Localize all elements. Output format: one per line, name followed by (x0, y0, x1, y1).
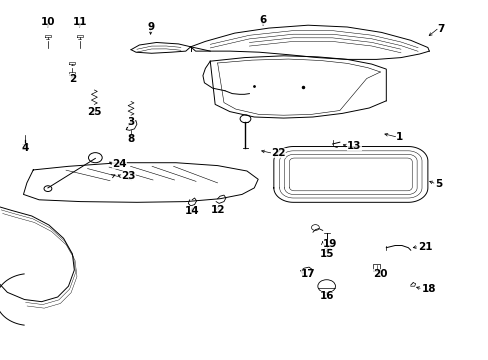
Text: 12: 12 (210, 204, 224, 215)
Text: 5: 5 (434, 179, 442, 189)
Text: 8: 8 (127, 134, 134, 144)
Text: 23: 23 (121, 171, 136, 181)
Text: 22: 22 (271, 148, 285, 158)
Text: 1: 1 (395, 132, 403, 142)
Text: 4: 4 (21, 143, 29, 153)
Text: 7: 7 (437, 24, 444, 34)
Text: 25: 25 (87, 107, 102, 117)
Text: 24: 24 (112, 159, 127, 169)
Text: 17: 17 (300, 269, 315, 279)
Text: 19: 19 (322, 239, 336, 249)
Text: 2: 2 (69, 74, 76, 84)
Text: 10: 10 (41, 17, 55, 27)
Text: 21: 21 (417, 242, 432, 252)
Text: 6: 6 (259, 15, 266, 25)
Text: 18: 18 (421, 284, 435, 294)
Text: 3: 3 (127, 117, 134, 127)
Text: 16: 16 (319, 291, 333, 301)
Text: 9: 9 (147, 22, 154, 32)
Text: 13: 13 (346, 141, 361, 151)
Text: 15: 15 (319, 249, 333, 259)
Text: 11: 11 (72, 17, 87, 27)
Text: 20: 20 (372, 269, 387, 279)
Text: 14: 14 (184, 206, 199, 216)
